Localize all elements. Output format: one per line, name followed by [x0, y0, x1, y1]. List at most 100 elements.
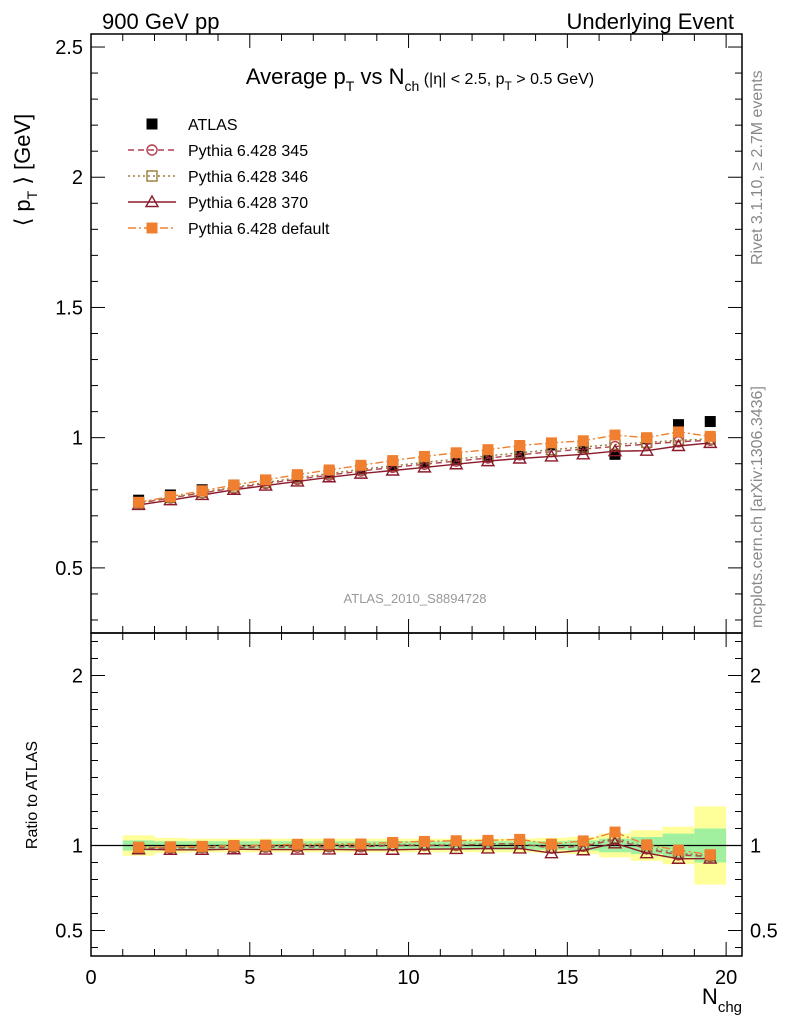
main-point-pythia-6-428-default	[450, 447, 462, 459]
title-part-f: T	[505, 79, 513, 93]
title-part-e: (|η| < 2.5, p	[419, 71, 504, 88]
main-point-pythia-6-428-default	[418, 450, 430, 462]
main-point-pythia-6-428-default	[704, 430, 716, 442]
main-plot-ticks: 0.5 1 1.5 2 2.5	[55, 34, 742, 633]
mcplots-label: mcplots.cern.ch [arXiv:1306.3436]	[749, 386, 766, 628]
legend-marker	[146, 222, 158, 234]
legend-marker	[146, 118, 158, 130]
ratio-ytick-label: 1	[72, 836, 83, 858]
title-part-c: vs N	[354, 64, 404, 89]
ratio-plot-panel: 0.5 0.51 12 20 5 10 15 20	[55, 632, 778, 989]
ratio-point-pythia-6-428-default	[133, 841, 145, 853]
main-point-pythia-6-428-default	[133, 496, 145, 508]
ratio-point-pythia-6-428-default	[387, 836, 399, 848]
ylabel-part-b: T	[24, 190, 40, 199]
ratio-point-pythia-6-428-default	[418, 835, 430, 847]
legend-label: Pythia 6.428 345	[188, 143, 308, 160]
ratio-ytick-label: 0.5	[55, 921, 83, 943]
main-point-pythia-6-428-default	[387, 455, 399, 467]
ratio-ytick-label: 2	[72, 666, 83, 688]
ratio-point-pythia-6-428-default	[704, 849, 716, 861]
main-ytick-label: 1.5	[55, 297, 83, 319]
title-part-d: ch	[404, 78, 419, 94]
legend-label: ATLAS	[188, 117, 238, 134]
legend-marker	[146, 144, 158, 156]
main-point-pythia-6-428-370	[353, 466, 369, 479]
title-part-b: T	[346, 78, 355, 94]
main-point-pythia-6-428-default	[164, 491, 176, 503]
chart-title: Average pT vs Nch (|η| < 2.5, pT > 0.5 G…	[246, 64, 594, 94]
main-point-pythia-6-428-370	[607, 443, 623, 457]
ratio-plot-marks	[131, 826, 718, 864]
main-point-pythia-6-428-default	[545, 437, 557, 449]
ratio-point-pythia-6-428-default	[609, 826, 621, 838]
ratio-point-pythia-6-428-370	[671, 851, 686, 864]
main-point-pythia-6-428-370	[544, 449, 559, 462]
ratio-point-pythia-6-428-370	[385, 842, 400, 855]
main-point-pythia-6-428-370	[512, 451, 527, 464]
ylabel-part-c: ⟩ [GeV]	[10, 114, 35, 191]
xlabel-part-b: chg	[718, 999, 742, 1016]
main-point-pythia-6-428-370	[576, 446, 591, 460]
main-ylabel: ⟨ pT ⟩ [GeV]	[10, 114, 40, 227]
rivet-label: Rivet 3.1.10, ≥ 2.7M events	[749, 70, 766, 265]
ratio-point-pythia-6-428-370	[576, 842, 591, 856]
ratio-point-pythia-6-428-370	[417, 841, 432, 855]
ratio-point-pythia-6-428-default	[450, 835, 462, 847]
ratio-ytick-label-right: 1	[750, 836, 761, 858]
main-line-pythia-6-428-346	[138, 438, 711, 504]
main-point-pythia-6-428-default	[355, 459, 367, 471]
x-tick-label: 15	[556, 967, 578, 989]
main-point-pythia-6-428-370	[480, 453, 496, 467]
main-point-pythia-6-428-default	[228, 479, 240, 491]
ratio-ytick-label-right: 0.5	[750, 921, 778, 943]
ratio-point-pythia-6-428-default	[672, 844, 684, 856]
main-ytick-label: 2.5	[55, 37, 83, 59]
x-tick-label: 0	[85, 967, 96, 989]
legend-label: Pythia 6.428 346	[188, 169, 308, 186]
main-ytick-label: 0.5	[55, 558, 83, 580]
ratio-point-pythia-6-428-default	[355, 838, 367, 850]
ratio-point-pythia-6-428-370	[448, 841, 464, 855]
main-point-pythia-6-428-default	[291, 469, 303, 481]
main-point-pythia-6-428-default	[323, 464, 335, 476]
title-part-g: > 0.5 GeV)	[512, 71, 594, 88]
ratio-plot-ticks: 0.5 0.51 12 20 5 10 15 20	[55, 633, 778, 989]
legend-label: Pythia 6.428 370	[188, 195, 308, 212]
x-tick-label: 20	[715, 967, 737, 989]
ratio-point-pythia-6-428-default	[641, 839, 653, 851]
main-point-pythia-6-428-default	[260, 474, 272, 486]
main-point-pythia-6-428-370	[290, 474, 305, 487]
main-point-pythia-6-428-370	[639, 443, 654, 456]
ratio-point-pythia-6-428-default	[164, 841, 176, 853]
main-point-pythia-6-428-default	[196, 485, 208, 497]
ratio-point-pythia-6-428-370	[480, 840, 496, 854]
ratio-plot-frame	[90, 632, 743, 957]
x-axis-label: Nchg	[702, 984, 742, 1016]
main-plot-panel: 0.5 1 1.5 2 2.5	[55, 33, 743, 634]
legend-marker	[146, 170, 158, 182]
main-ytick-label: 2	[72, 167, 83, 189]
analysis-watermark: ATLAS_2010_S8894728	[344, 591, 487, 606]
main-point-atlas	[704, 416, 716, 428]
legend-marker	[144, 194, 160, 208]
main-point-pythia-6-428-370	[417, 459, 432, 473]
x-tick-label: 5	[244, 967, 255, 989]
main-point-pythia-6-428-370	[671, 438, 686, 452]
x-tick-label: 10	[397, 967, 419, 989]
main-ytick-label: 1	[72, 428, 83, 450]
main-point-pythia-6-428-default	[609, 429, 621, 441]
ratio-point-pythia-6-428-default	[514, 833, 526, 845]
ratio-ylabel: Ratio to ATLAS	[24, 741, 41, 849]
main-point-pythia-6-428-370	[321, 469, 337, 483]
main-point-pythia-6-428-default	[482, 444, 494, 456]
ratio-point-pythia-6-428-default	[196, 840, 208, 852]
ratio-point-pythia-6-428-default	[228, 840, 240, 851]
title-part-a: Average p	[246, 64, 346, 89]
ratio-point-pythia-6-428-default	[545, 838, 557, 850]
main-point-pythia-6-428-default	[641, 432, 653, 444]
main-point-pythia-6-428-370	[703, 435, 718, 449]
ratio-point-pythia-6-428-default	[482, 834, 494, 846]
xlabel-part-a: N	[702, 984, 718, 1009]
